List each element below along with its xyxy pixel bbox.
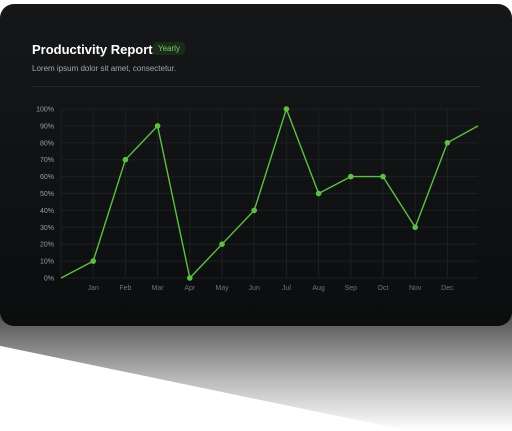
header-divider	[32, 86, 480, 87]
x-tick-label: Jun	[249, 285, 260, 292]
data-point[interactable]	[154, 123, 161, 129]
y-tick-label: 80%	[40, 140, 54, 147]
y-tick-label: 30%	[40, 225, 54, 232]
data-point[interactable]	[251, 207, 257, 214]
y-tick-label: 60%	[40, 174, 54, 181]
data-point[interactable]	[187, 275, 193, 281]
y-tick-label: 20%	[40, 242, 54, 249]
x-tick-label: Jan	[88, 285, 99, 292]
x-tick-label: Oct	[378, 285, 389, 292]
x-tick-label: Aug	[312, 285, 325, 292]
data-point[interactable]	[90, 258, 96, 264]
period-badge[interactable]: Yearly	[153, 42, 185, 55]
y-tick-label: 0%	[44, 276, 54, 283]
card-title: Productivity Reports	[32, 42, 160, 57]
x-tick-label: Sep	[345, 285, 358, 292]
y-tick-label: 40%	[40, 208, 54, 215]
data-point[interactable]	[122, 156, 129, 163]
data-point[interactable]	[348, 173, 354, 180]
data-point[interactable]	[219, 241, 225, 247]
x-tick-label: Nov	[409, 285, 422, 292]
x-tick-label: Jul	[282, 285, 291, 292]
x-tick-label: Dec	[441, 285, 454, 292]
data-point[interactable]	[412, 224, 419, 231]
x-tick-label: May	[215, 285, 229, 292]
line-chart: 0% 10% 20% 30% 40% 50% 60% 70% 80% 90% 100% Jan Feb…	[36, 106, 479, 292]
y-tick-label: 70%	[40, 157, 54, 164]
data-point[interactable]	[283, 106, 290, 112]
y-tick-label: 90%	[40, 123, 54, 130]
productivity-card: Productivity Reports Yearly Lorem ipsum …	[0, 4, 512, 326]
y-tick-label: 50%	[40, 191, 54, 198]
y-tick-label: 10%	[40, 259, 54, 266]
x-tick-label: Apr	[184, 285, 196, 292]
data-point[interactable]	[380, 173, 386, 180]
data-point[interactable]	[315, 190, 322, 197]
x-tick-label: Mar	[152, 285, 165, 292]
data-point[interactable]	[444, 140, 451, 146]
series-line	[60, 108, 479, 279]
x-tick-label: Feb	[119, 285, 131, 292]
card-subtitle: Lorem ipsum dolor sit amet, consectetur.	[32, 64, 177, 73]
y-tick-label: 100%	[36, 107, 54, 114]
